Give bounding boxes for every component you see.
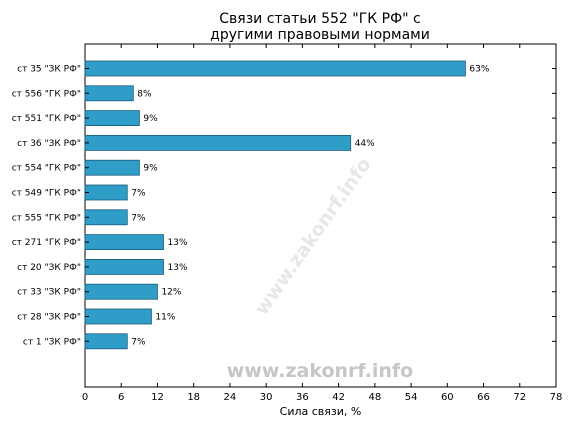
x-tick-label-3: 18 <box>187 392 200 403</box>
x-tick-label-10: 60 <box>441 392 454 403</box>
bar-0 <box>84 60 466 77</box>
category-label-9: ст 33 "ЗК РФ" <box>17 288 81 298</box>
bar-8 <box>84 258 164 275</box>
value-label-10: 11% <box>155 313 175 323</box>
x-axis-title: Сила связи, % <box>280 405 362 418</box>
chart-title-line-1: Связи статьи 552 "ГК РФ" с <box>219 11 420 27</box>
category-label-2: ст 551 "ГК РФ" <box>12 114 81 124</box>
value-label-3: 44% <box>355 139 375 149</box>
category-label-4: ст 554 "ГК РФ" <box>12 164 81 174</box>
x-tick-label-4: 24 <box>224 392 237 403</box>
category-label-7: ст 271 "ГК РФ" <box>12 238 81 248</box>
x-tick-label-11: 66 <box>477 392 490 403</box>
value-label-0: 63% <box>469 65 489 75</box>
x-tick-label-5: 30 <box>260 392 273 403</box>
category-label-6: ст 555 "ГК РФ" <box>12 213 81 223</box>
x-tick-label-7: 42 <box>332 392 345 403</box>
x-tick-label-1: 6 <box>118 392 124 403</box>
watermark-text: www.zakonrf.info <box>227 360 413 382</box>
value-label-1: 8% <box>137 89 152 99</box>
x-tick-label-6: 36 <box>296 392 309 403</box>
category-label-1: ст 556 "ГК РФ" <box>12 89 81 99</box>
x-tick-label-8: 48 <box>368 392 381 403</box>
value-label-5: 7% <box>131 189 146 199</box>
category-label-3: ст 36 "ЗК РФ" <box>17 139 81 149</box>
value-label-6: 7% <box>131 213 146 223</box>
x-axis-ticks: 0 6 12 18 24 30 36 42 48 54 60 66 72 78 <box>82 44 563 403</box>
x-tick-label-9: 54 <box>405 392 418 403</box>
value-label-2: 9% <box>143 114 158 124</box>
bars-layer: ст 35 "ЗК РФ" 63% ст 556 "ГК РФ" 8% ст 551 "… <box>12 60 556 350</box>
bar-9 <box>84 283 158 300</box>
value-label-8: 13% <box>168 263 188 273</box>
category-label-5: ст 549 "ГК РФ" <box>12 189 81 199</box>
bar-11 <box>84 333 128 350</box>
watermark-diagonal-text: www.zakonrf.info <box>251 154 376 319</box>
category-label-10: ст 28 "ЗК РФ" <box>17 313 81 323</box>
category-label-0: ст 35 "ЗК РФ" <box>17 65 81 75</box>
x-tick-label-12: 72 <box>513 392 526 403</box>
bar-5 <box>84 184 128 201</box>
bar-2 <box>84 110 140 126</box>
x-tick-label-0: 0 <box>82 392 88 403</box>
value-label-11: 7% <box>131 337 146 347</box>
value-label-7: 13% <box>168 238 188 248</box>
value-label-9: 12% <box>161 288 181 298</box>
value-label-4: 9% <box>143 164 158 174</box>
bar-7 <box>84 234 164 251</box>
category-label-8: ст 20 "ЗК РФ" <box>17 263 81 273</box>
category-label-11: ст 1 "ЗК РФ" <box>23 337 81 347</box>
x-tick-label-13: 78 <box>550 392 563 403</box>
bar-10 <box>84 308 152 325</box>
bar-3 <box>84 134 352 151</box>
bar-1 <box>84 85 134 102</box>
bar-4 <box>84 159 140 176</box>
x-tick-label-2: 12 <box>151 392 164 403</box>
chart-title-line-2: другими правовыми нормами <box>210 27 430 43</box>
bar-6 <box>84 209 128 226</box>
